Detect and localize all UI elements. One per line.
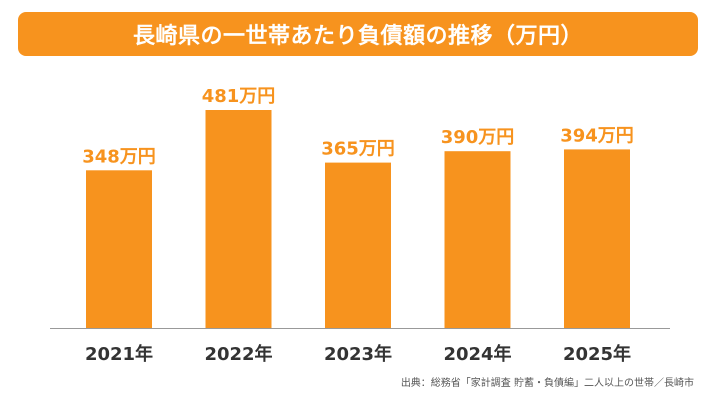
data-label: 481万円 bbox=[202, 86, 276, 107]
x-tick-label: 2024年 bbox=[443, 343, 511, 365]
data-label: 348万円 bbox=[82, 146, 156, 167]
x-tick-label: 2023年 bbox=[324, 343, 392, 365]
bar-2022年 bbox=[205, 110, 272, 328]
chart-title: 長崎県の一世帯あたり負債額の推移（万円） bbox=[132, 24, 583, 49]
x-tick-label: 2025年 bbox=[563, 343, 631, 365]
bar-2021年 bbox=[86, 170, 152, 328]
bar-2023年 bbox=[325, 162, 391, 328]
data-label: 390万円 bbox=[441, 127, 515, 148]
bar-2024年 bbox=[444, 151, 511, 328]
source-note: 出典：総務省「家計調査 貯蓄・負債編」二人以上の世帯／長崎市 bbox=[400, 378, 694, 389]
x-tick-label: 2021年 bbox=[85, 343, 153, 365]
chart-title-banner: 長崎県の一世帯あたり負債額の推移（万円） bbox=[18, 12, 698, 56]
data-label: 394万円 bbox=[560, 125, 634, 146]
bar-2025年 bbox=[564, 149, 630, 328]
data-label: 365万円 bbox=[321, 139, 395, 160]
x-tick-label: 2022年 bbox=[204, 343, 272, 365]
